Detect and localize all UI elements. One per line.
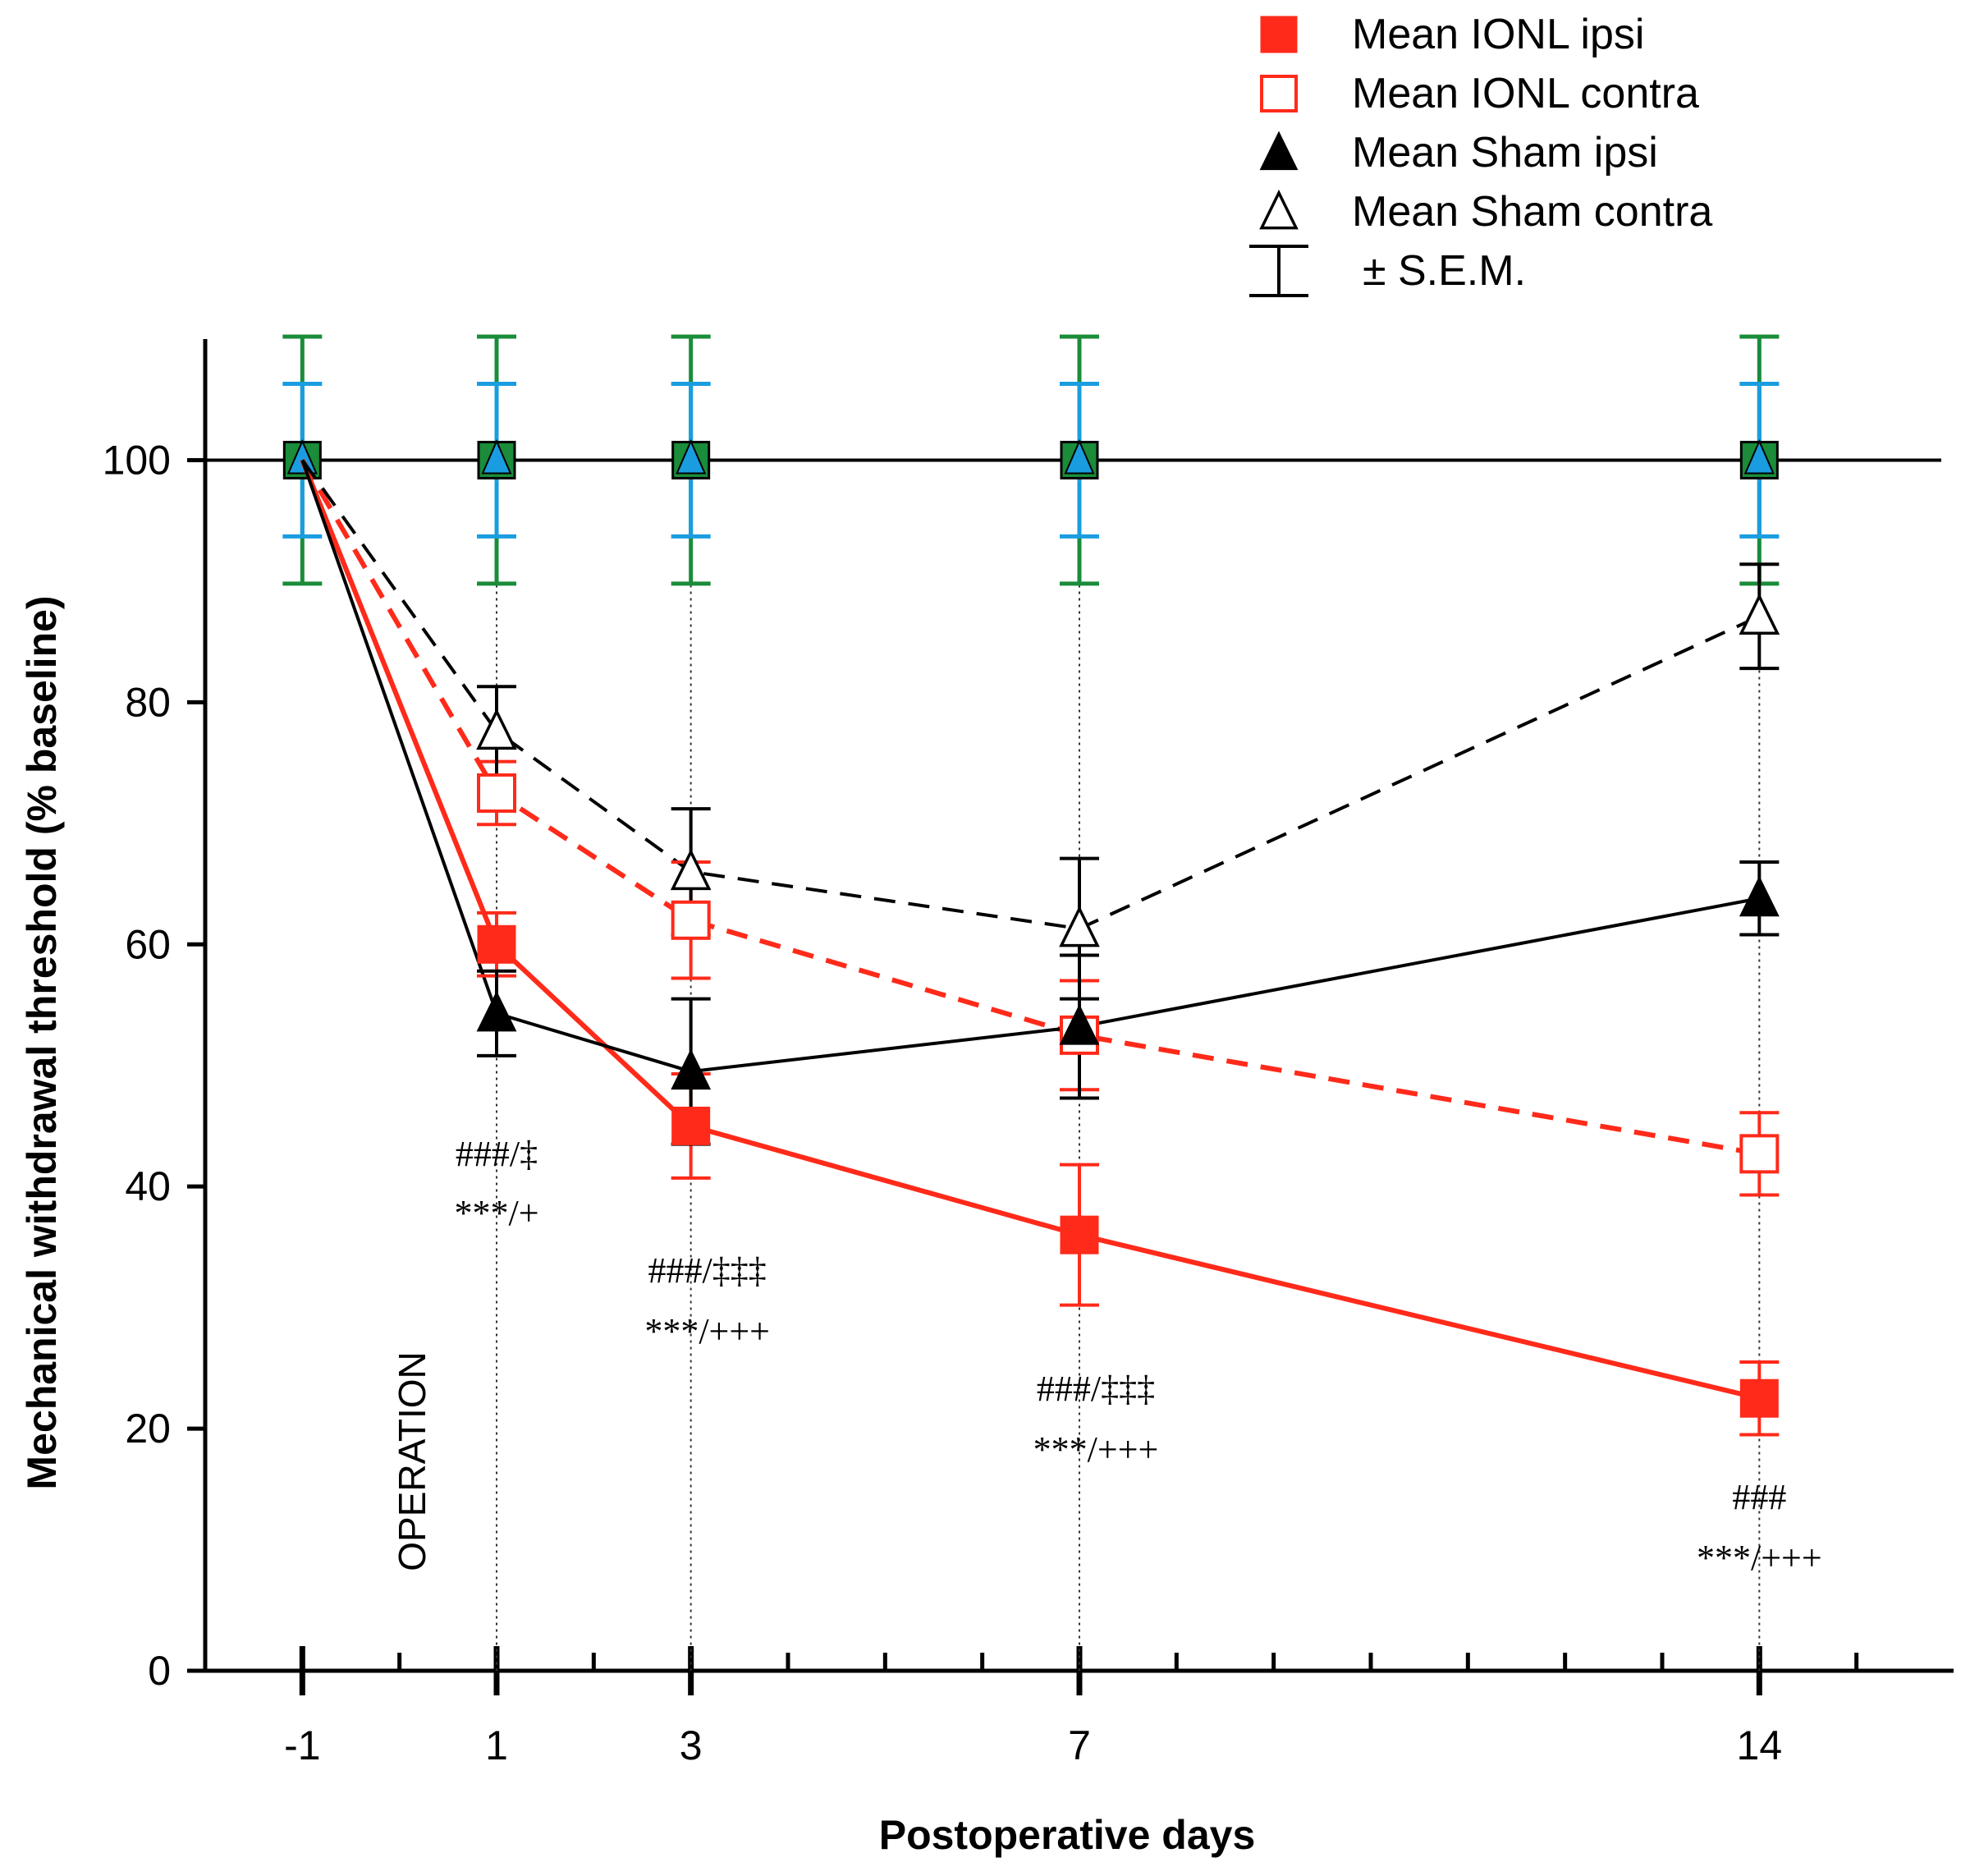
significance-annotation: ***/+++	[1033, 1429, 1159, 1470]
y-tick-label: 60	[125, 921, 171, 967]
y-tick-label: 100	[103, 437, 171, 483]
data-point	[477, 924, 516, 964]
significance-annotation: ###/‡‡‡	[1037, 1369, 1155, 1409]
x-axis-label: Postoperative days	[879, 1812, 1256, 1858]
series-line-mean-sham-ipsi	[300, 459, 1760, 1074]
legend-marker	[1259, 189, 1299, 230]
significance-annotation: ***/+++	[644, 1311, 770, 1351]
x-tick-label: 1	[485, 1722, 508, 1768]
legend-label: Mean IONL contra	[1352, 70, 1699, 117]
legend-label: Mean Sham ipsi	[1352, 129, 1658, 177]
operation-label: OPERATION	[391, 1351, 433, 1571]
data-point	[1739, 593, 1780, 635]
legend-marker	[1259, 131, 1299, 171]
baseline-triangle-marker	[1064, 438, 1095, 475]
x-tick-label: 3	[680, 1722, 703, 1768]
legend-label: Mean IONL ipsi	[1352, 11, 1644, 58]
data-point	[670, 848, 712, 891]
y-tick-label: 80	[125, 679, 171, 725]
data-point	[1739, 1134, 1780, 1174]
data-point	[671, 1106, 711, 1145]
legend-sem-label: ± S.E.M.	[1363, 247, 1526, 295]
baseline-triangle-marker	[1743, 438, 1775, 475]
legend: Mean IONL ipsi Mean IONL contra Mean Sham …	[1249, 11, 1712, 297]
series-line-mean-sham-contra	[300, 459, 1761, 931]
baseline-triangle-marker	[286, 438, 318, 475]
data-point	[1739, 875, 1780, 917]
baseline-triangle-marker	[676, 438, 707, 475]
significance-annotation: ###/‡	[456, 1134, 538, 1174]
data-point	[671, 900, 711, 940]
series-line-mean-ionl-ipsi	[300, 459, 1761, 1401]
significance-annotation: ###	[1732, 1477, 1786, 1517]
axes: 0 20 40 60 80 100 -1 1 3 7 14	[103, 339, 1954, 1768]
x-tick-label: -1	[284, 1722, 320, 1768]
data-point	[476, 990, 517, 1032]
data-point	[477, 773, 516, 813]
baseline-triangle-marker	[481, 438, 512, 475]
y-tick-label: 40	[125, 1163, 171, 1209]
significance-annotation: ###/‡‡‡	[648, 1250, 767, 1291]
data-point	[1739, 1378, 1779, 1418]
significance-annotation: ***/+	[454, 1193, 538, 1233]
y-tick-label: 20	[125, 1406, 171, 1452]
significance-annotation: ***/+++	[1697, 1538, 1822, 1578]
data-point	[671, 1048, 712, 1090]
series-group	[300, 458, 1780, 1437]
data-point	[1060, 1215, 1099, 1254]
y-axis-label: Mechanical withdrawal threshold (% basel…	[19, 595, 65, 1489]
data-point	[1059, 1003, 1100, 1045]
baseline-group	[205, 334, 1941, 586]
annotations: ###/‡ ***/+ ###/‡‡‡ ***/+++ ###/‡‡‡ ***/+++ ##…	[454, 1134, 1821, 1578]
x-tick-label: 7	[1068, 1722, 1091, 1768]
x-tick-label: 14	[1737, 1722, 1783, 1768]
legend-marker	[1260, 75, 1298, 112]
y-tick-label: 0	[148, 1648, 171, 1694]
series-line-mean-ionl-contra	[300, 458, 1760, 1157]
data-point	[1059, 905, 1100, 947]
legend-marker	[1260, 16, 1298, 53]
legend-label: Mean Sham contra	[1352, 188, 1712, 236]
data-point	[476, 708, 517, 750]
